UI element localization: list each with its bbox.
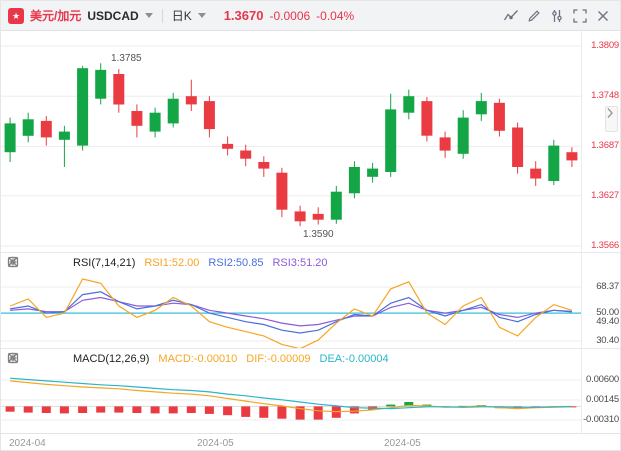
axis-separator <box>581 31 582 433</box>
axis-label: -0.00310 <box>583 414 619 425</box>
expand-pane-icon[interactable] <box>7 256 64 269</box>
axis-label: 0.00600 <box>586 374 619 385</box>
indicators-icon[interactable] <box>547 6 567 26</box>
axis-label: 30.40 <box>596 335 619 346</box>
candlestick-panel: 1.3785 1.3590 1.3809 1.3748 1.3687 1.3627 1.… <box>1 31 620 252</box>
expand-pane-icon[interactable] <box>7 352 64 365</box>
dif-value: DIF:-0.00009 <box>246 352 311 365</box>
rsi-header: RSI(7,14,21) RSI1:52.00 RSI2:50.85 RSI3:… <box>7 256 328 269</box>
axis-label: 1.3566 <box>591 240 619 251</box>
axis-label: 1.3748 <box>591 90 619 102</box>
rsi-title: RSI(7,14,21) <box>73 256 136 269</box>
price-change: -0.0006 <box>269 8 311 23</box>
rsi-chart[interactable] <box>1 253 581 349</box>
macd-header: MACD(12,26,9) MACD:-0.00010 DIF:-0.00009… <box>7 352 389 365</box>
rsi2-value: RSI2:50.85 <box>208 256 264 269</box>
time-axis-label: 2024-05 <box>384 438 421 449</box>
symbol-caret-icon[interactable] <box>144 13 153 18</box>
macd-chart[interactable] <box>1 349 581 434</box>
period-selector[interactable]: 日K <box>171 9 192 23</box>
low-price-label: 1.3590 <box>303 229 334 241</box>
pair-flag-icon: ★ <box>8 7 24 24</box>
dea-value: DEA:-0.00004 <box>319 352 389 365</box>
chart-style-icon[interactable] <box>501 6 521 26</box>
period-caret-icon[interactable] <box>197 13 206 18</box>
axis-label: 1.3627 <box>591 189 619 201</box>
high-price-label: 1.3785 <box>111 52 142 64</box>
price-change-percent: -0.04% <box>316 8 355 23</box>
axis-label: 0.00145 <box>586 394 619 405</box>
settings-gear-icon[interactable] <box>7 256 42 269</box>
axis-label: 68.37 <box>596 281 619 292</box>
settings-gear-icon[interactable] <box>7 352 42 365</box>
pair-name-cn[interactable]: 美元/加元 <box>30 9 82 23</box>
rsi1-value: RSI1:52.00 <box>144 256 200 269</box>
last-price: 1.3670 <box>223 8 264 23</box>
close-icon[interactable] <box>593 6 613 26</box>
toolbar-actions <box>501 6 613 26</box>
fullscreen-icon[interactable] <box>570 6 590 26</box>
macd-panel: MACD(12,26,9) MACD:-0.00010 DIF:-0.00009… <box>1 348 620 433</box>
macd-title: MACD(12,26,9) <box>73 352 150 365</box>
draw-pencil-icon[interactable] <box>524 6 544 26</box>
time-axis-label: 2024-05 <box>197 438 234 449</box>
rsi3-value: RSI3:51.20 <box>272 256 328 269</box>
time-axis: 2024-04 2024-05 2024-05 <box>1 433 620 450</box>
time-axis-label: 2024-04 <box>9 438 46 449</box>
axis-label: 1.3809 <box>591 40 619 51</box>
candlestick-chart[interactable] <box>1 31 581 252</box>
pair-symbol[interactable]: USDCAD <box>87 8 139 23</box>
rsi-panel: RSI(7,14,21) RSI1:52.00 RSI2:50.85 RSI3:… <box>1 252 620 349</box>
axis-label: 1.3687 <box>591 140 619 152</box>
toolbar: ★ 美元/加元 USDCAD 日K 1.3670 -0.0006 -0.04% <box>1 1 620 31</box>
axis-label: 49.40 <box>596 316 619 328</box>
toolbar-divider <box>161 8 163 23</box>
axis-label: 50.00 <box>596 307 619 319</box>
macd-value: MACD:-0.00010 <box>158 352 238 365</box>
axis-collapse-chevron[interactable] <box>605 106 618 132</box>
